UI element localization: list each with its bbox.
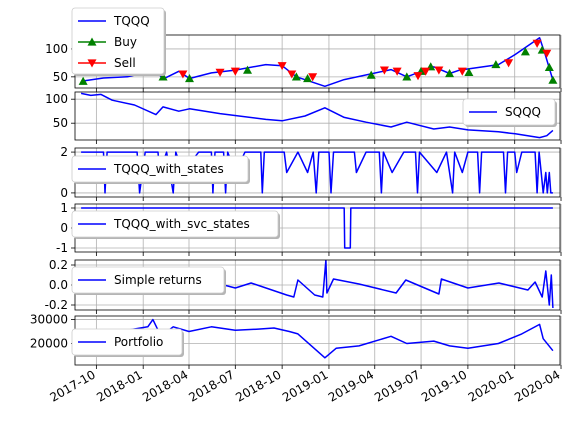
- buy-marker: [545, 63, 554, 71]
- y-tick-label: 50: [53, 70, 68, 84]
- y-tick-label: 100: [45, 92, 68, 106]
- y-tick-label: 20000: [30, 336, 68, 350]
- legend-label: Portfolio: [114, 335, 163, 349]
- sell-marker: [504, 59, 513, 67]
- x-tick-label: 2017-10: [47, 367, 97, 404]
- legend: Portfolio: [72, 329, 184, 357]
- legend: TQQQ_with_svc_states: [72, 211, 280, 239]
- panel-5: -0.2 0.0 0.2 Simple returns: [45, 258, 561, 314]
- legend-label: TQQQ: [113, 14, 150, 28]
- y-tick-label: 30000: [30, 313, 68, 327]
- panel-2: 50 100 SQQQ: [45, 92, 561, 144]
- y-tick-label: -0.2: [45, 298, 68, 312]
- legend-label: Buy: [114, 35, 137, 49]
- x-tick-label: 2019-10: [419, 367, 469, 404]
- legend: TQQQ_with_states: [72, 156, 250, 184]
- x-tick-label: 2018-01: [94, 367, 144, 404]
- legend-label: SQQQ: [505, 105, 541, 119]
- legend-label: Simple returns: [114, 273, 202, 287]
- x-tick-label: 2019-04: [326, 367, 376, 404]
- x-tick-label: 2018-04: [140, 367, 190, 404]
- legend-label: TQQQ_with_svc_states: [113, 217, 250, 231]
- x-tick-label: 2018-10: [233, 367, 283, 404]
- panel-3: 0 2 TQQQ_with_states: [60, 145, 561, 201]
- y-tick-label: 0.2: [49, 258, 68, 272]
- sell-marker: [533, 40, 542, 48]
- x-tick-label: 2020-01: [466, 367, 516, 404]
- sell-marker: [231, 68, 240, 76]
- sell-marker: [178, 70, 187, 78]
- legend-label: TQQQ_with_states: [113, 162, 224, 176]
- y-tick-label: 100: [45, 42, 68, 56]
- sell-marker: [542, 50, 551, 58]
- y-tick-label: 0: [60, 186, 68, 200]
- panel-4: -1 0 1 TQQQ_with_svc_states: [56, 201, 561, 256]
- legend-label: Sell: [114, 56, 136, 70]
- y-tick-label: 1: [60, 201, 68, 215]
- y-tick-label: 0.0: [49, 278, 68, 292]
- y-tick-label: -1: [56, 241, 68, 255]
- x-tick-label: 2020-04: [512, 367, 562, 404]
- panel-1: 50 100 TQQQ Buy Sell: [45, 8, 561, 92]
- y-tick-label: 2: [60, 145, 68, 159]
- legend: TQQQ Buy Sell: [72, 8, 166, 76]
- panel-6: 20000 30000 Portfolio: [30, 313, 561, 369]
- x-tick-label: 2018-07: [186, 367, 236, 404]
- y-tick-label: 0: [60, 221, 68, 235]
- legend: Simple returns: [72, 267, 226, 295]
- x-tick-label: 2019-01: [280, 367, 330, 404]
- y-tick-label: 50: [53, 116, 68, 130]
- x-tick-label: 2019-07: [372, 367, 422, 404]
- legend: SQQQ: [463, 99, 557, 127]
- buy-marker: [521, 47, 530, 55]
